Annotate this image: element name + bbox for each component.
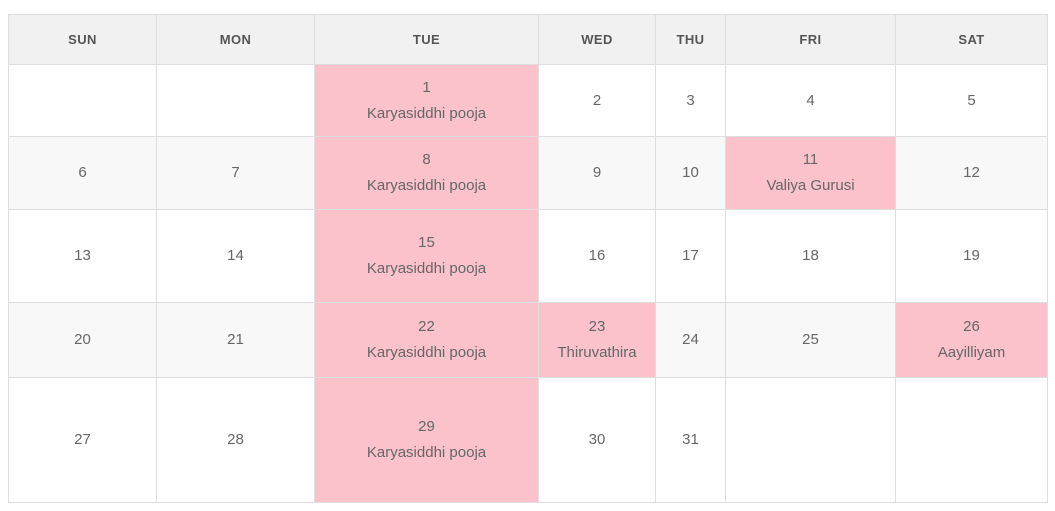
- event-label: Karyasiddhi pooja: [366, 444, 487, 461]
- day-cell-22: 22 Karyasiddhi pooja: [314, 302, 539, 378]
- day-cell-19: 19: [895, 209, 1048, 303]
- day-cell-16: 16: [538, 209, 656, 303]
- day-cell-8: 8 Karyasiddhi pooja: [314, 136, 539, 210]
- day-number: 18: [802, 247, 819, 264]
- event-label: Karyasiddhi pooja: [366, 104, 487, 122]
- day-cell-4: 4: [725, 64, 896, 137]
- day-number: 1: [422, 78, 431, 96]
- event-label: Thiruvathira: [557, 344, 637, 361]
- day-number: 21: [227, 331, 244, 348]
- day-cell-31: 31: [655, 377, 726, 503]
- day-number: 6: [78, 164, 87, 181]
- day-number: 5: [967, 91, 976, 109]
- day-cell-1: 1 Karyasiddhi pooja: [314, 64, 539, 137]
- day-cell-20: 20: [8, 302, 157, 378]
- day-number: 12: [963, 164, 980, 181]
- day-cell-10: 10: [655, 136, 726, 210]
- day-number: 20: [74, 331, 91, 348]
- day-number: 4: [806, 91, 815, 109]
- day-number: 17: [682, 247, 699, 264]
- day-cell-empty: [156, 64, 315, 137]
- event-label: Karyasiddhi pooja: [366, 344, 487, 361]
- day-cell-3: 3: [655, 64, 726, 137]
- day-number: 10: [682, 164, 699, 181]
- weekday-header-fri: FRI: [725, 14, 896, 65]
- day-cell-14: 14: [156, 209, 315, 303]
- day-cell-empty: [725, 377, 896, 503]
- day-cell-7: 7: [156, 136, 315, 210]
- day-cell-28: 28: [156, 377, 315, 503]
- week-row-4: 20 21 22 Karyasiddhi pooja 23 Thiruvathira 24 2…: [8, 302, 1048, 378]
- day-cell-25: 25: [725, 302, 896, 378]
- day-number: 31: [682, 431, 699, 448]
- day-number: 25: [802, 331, 819, 348]
- weekday-header-sun: SUN: [8, 14, 157, 65]
- day-cell-11: 11 Valiya Gurusi: [725, 136, 896, 210]
- weekday-header-tue: TUE: [314, 14, 539, 65]
- day-cell-6: 6: [8, 136, 157, 210]
- week-row-2: 6 7 8 Karyasiddhi pooja 9 10 11 Valiya Gurusi 12: [8, 136, 1048, 210]
- day-cell-27: 27: [8, 377, 157, 503]
- day-cell-21: 21: [156, 302, 315, 378]
- day-number: 29: [418, 418, 435, 435]
- event-label: Aayilliyam: [937, 344, 1006, 361]
- event-label: Karyasiddhi pooja: [366, 177, 487, 194]
- day-cell-26: 26 Aayilliyam: [895, 302, 1048, 378]
- day-number: 13: [74, 247, 91, 264]
- day-cell-13: 13: [8, 209, 157, 303]
- event-label: Karyasiddhi pooja: [366, 260, 487, 277]
- day-number: 28: [227, 431, 244, 448]
- event-label: Valiya Gurusi: [766, 177, 855, 194]
- day-cell-empty: [895, 377, 1048, 503]
- day-cell-30: 30: [538, 377, 656, 503]
- week-row-5: 27 28 29 Karyasiddhi pooja 30 31: [8, 377, 1048, 503]
- weekday-header-row: SUN MON TUE WED THU FRI SAT: [8, 14, 1048, 65]
- day-cell-17: 17: [655, 209, 726, 303]
- day-number: 23: [588, 318, 606, 335]
- weekday-header-thu: THU: [655, 14, 726, 65]
- day-cell-9: 9: [538, 136, 656, 210]
- day-number: 19: [963, 247, 980, 264]
- day-number: 9: [592, 164, 602, 181]
- day-cell-18: 18: [725, 209, 896, 303]
- week-row-3: 13 14 15 Karyasiddhi pooja 16 17 18 19: [8, 209, 1048, 303]
- day-number: 24: [682, 331, 699, 348]
- day-cell-empty: [8, 64, 157, 137]
- day-cell-29: 29 Karyasiddhi pooja: [314, 377, 539, 503]
- week-row-1: 1 Karyasiddhi pooja 2 3 4 5: [8, 64, 1048, 137]
- day-cell-12: 12: [895, 136, 1048, 210]
- day-number: 15: [418, 234, 435, 251]
- day-number: 11: [802, 151, 819, 168]
- day-number: 3: [686, 91, 695, 109]
- day-number: 27: [74, 431, 91, 448]
- day-number: 7: [231, 164, 240, 181]
- day-number: 16: [588, 247, 606, 264]
- day-cell-15: 15 Karyasiddhi pooja: [314, 209, 539, 303]
- day-cell-5: 5: [895, 64, 1048, 137]
- calendar-table: SUN MON TUE WED THU FRI SAT 1 Karyasiddhi pooja…: [8, 14, 1048, 503]
- weekday-header-sat: SAT: [895, 14, 1048, 65]
- day-cell-24: 24: [655, 302, 726, 378]
- day-number: 30: [588, 431, 606, 448]
- day-number: 2: [592, 91, 602, 109]
- day-cell-2: 2: [538, 64, 656, 137]
- weekday-header-wed: WED: [538, 14, 656, 65]
- day-cell-23: 23 Thiruvathira: [538, 302, 656, 378]
- day-number: 14: [227, 247, 244, 264]
- day-number: 8: [422, 151, 431, 168]
- day-number: 22: [418, 318, 435, 335]
- weekday-header-mon: MON: [156, 14, 315, 65]
- day-number: 26: [963, 318, 980, 335]
